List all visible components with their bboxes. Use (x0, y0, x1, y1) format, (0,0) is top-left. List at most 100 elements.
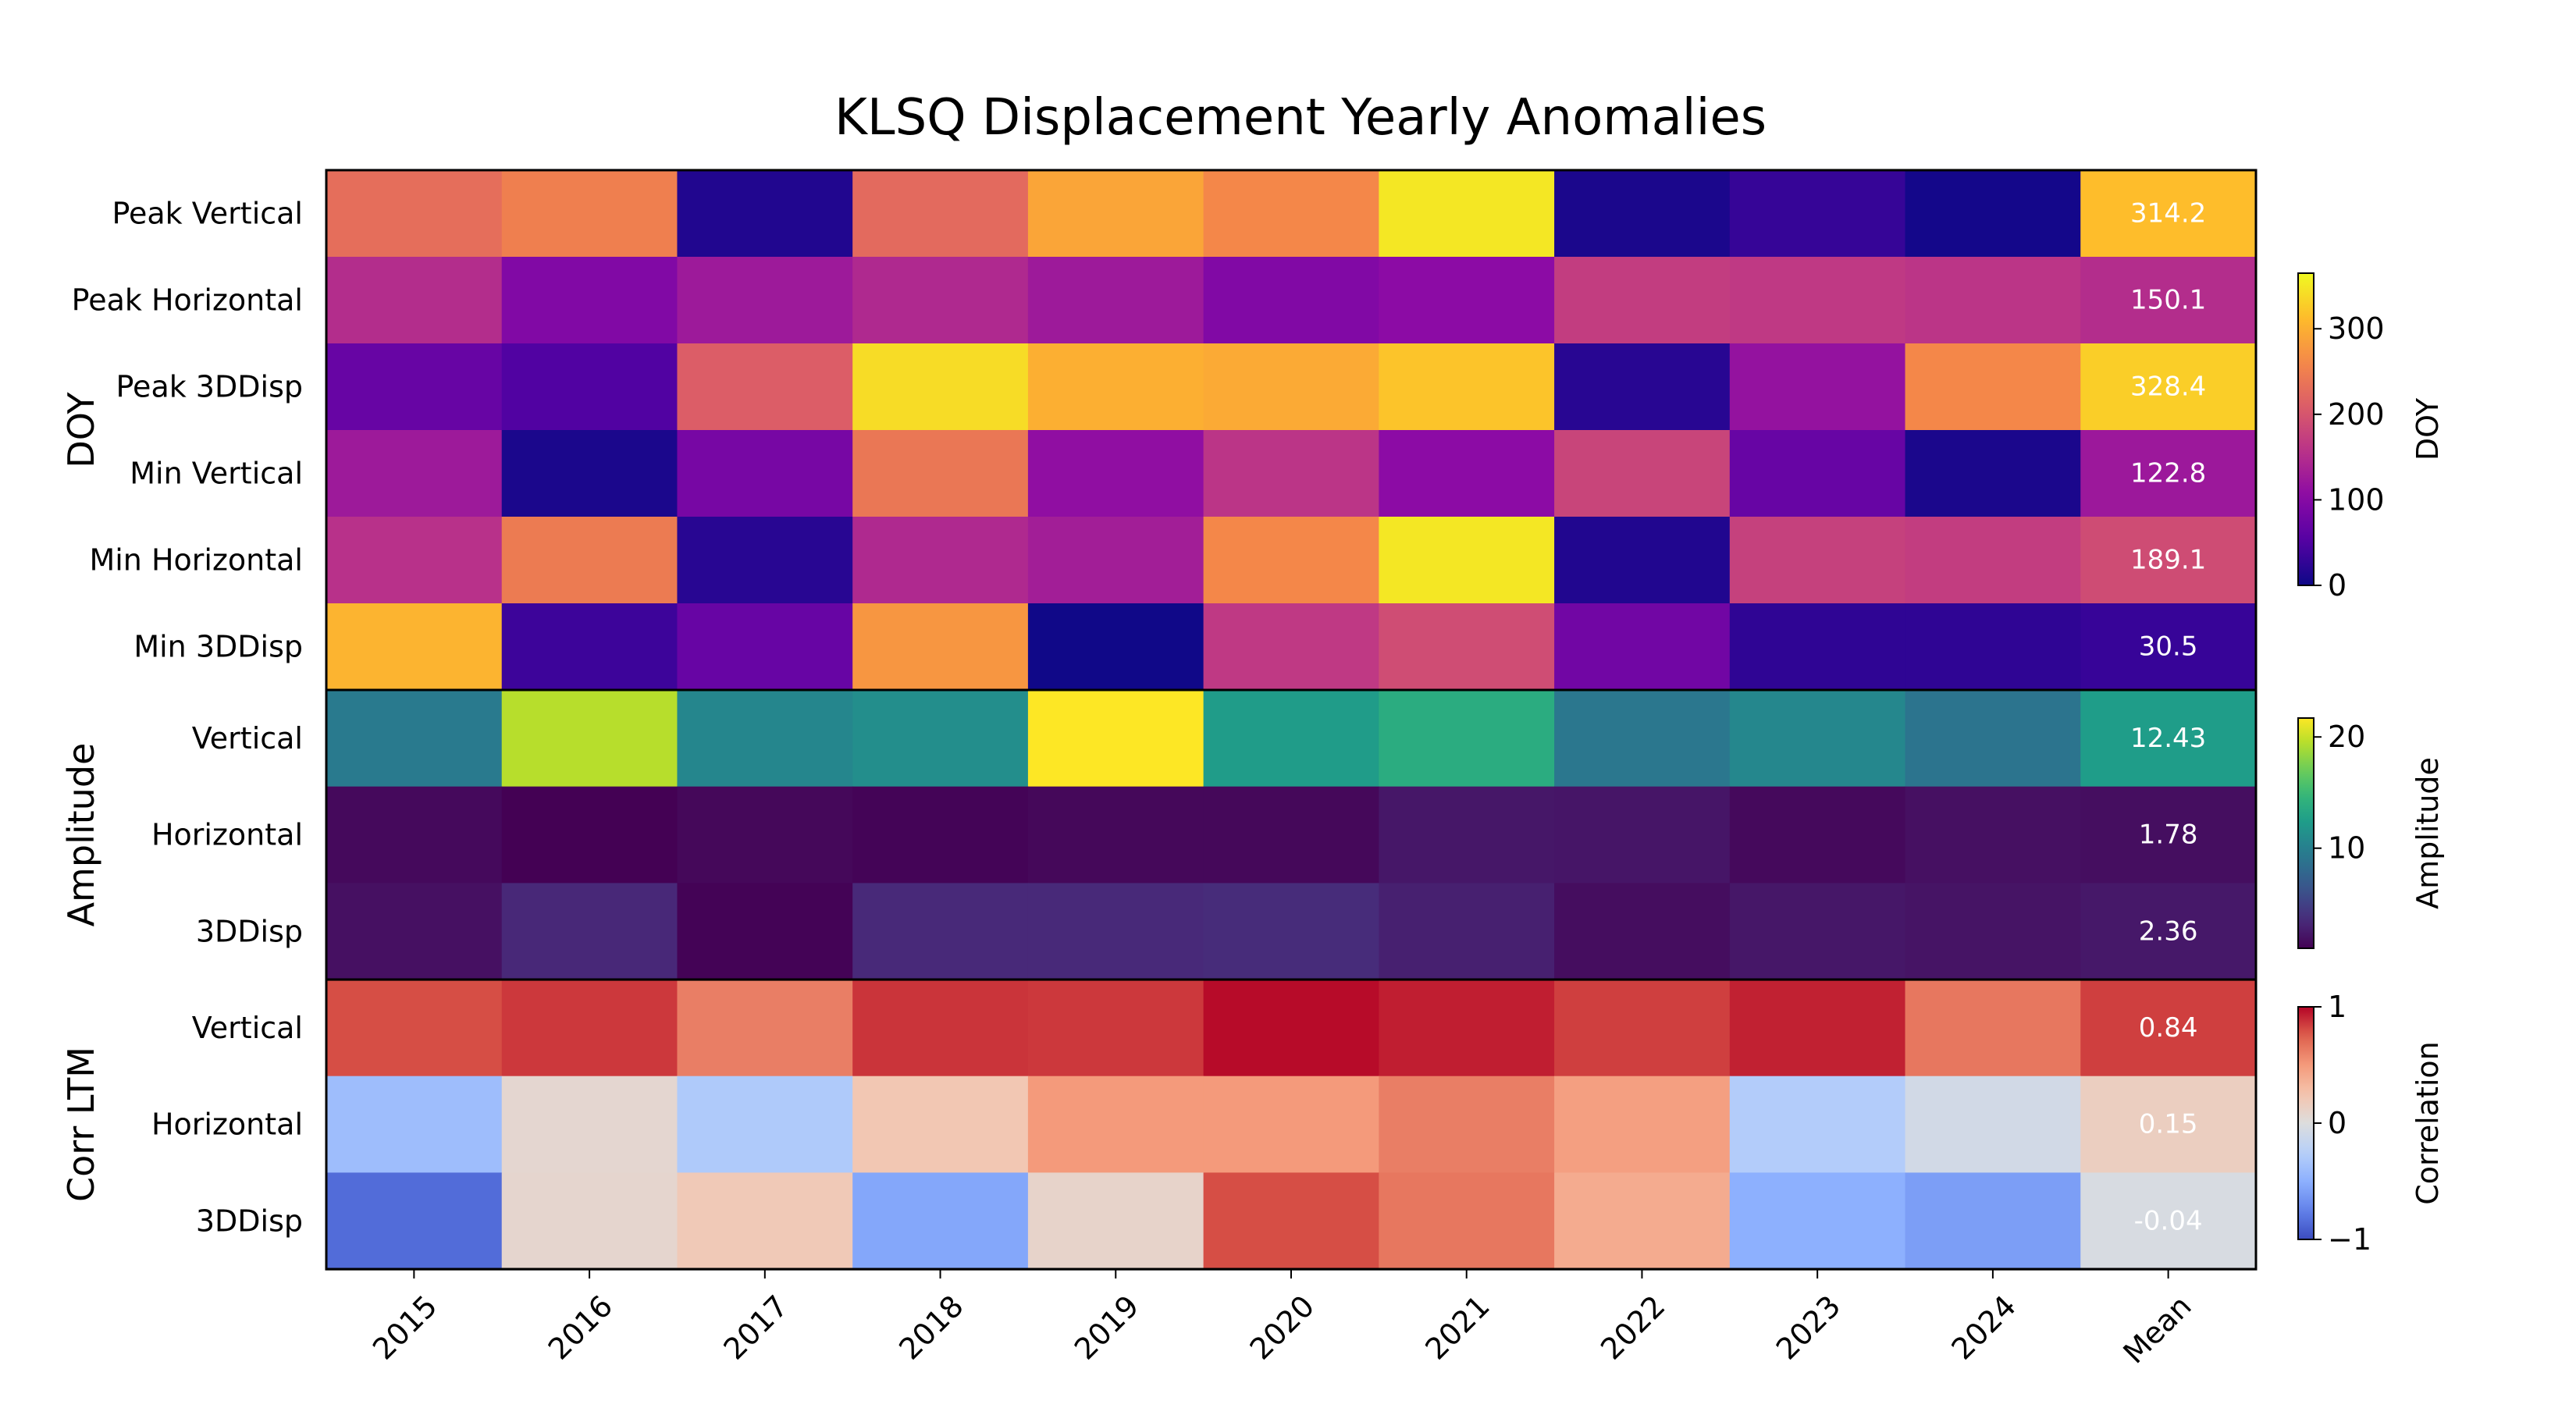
heatmap-cell (1554, 1172, 1731, 1270)
heatmap-cell (2080, 430, 2257, 517)
row-label: Peak Vertical (112, 197, 303, 231)
row-label: Peak 3DDisp (116, 370, 304, 404)
row-label: Horizontal (151, 818, 303, 852)
heatmap-cell (1554, 883, 1731, 980)
heatmap-cell (501, 786, 678, 884)
colorbar-tick-label: 100 (2328, 482, 2385, 517)
heatmap-cell (852, 1172, 1029, 1270)
heatmap-cell (1554, 170, 1731, 258)
heatmap-cell (1203, 1076, 1379, 1173)
colorbar-tick-label: 0 (2328, 1106, 2347, 1140)
heatmap-cell (1203, 690, 1379, 788)
heatmap-cell (326, 603, 503, 691)
colorbar-tick-label: 1 (2328, 990, 2347, 1024)
heatmap-cell (326, 883, 503, 980)
heatmap-cell (326, 980, 503, 1077)
heatmap-cell (677, 603, 853, 691)
heatmap-cell (501, 690, 678, 788)
heatmap-cell (1379, 517, 1555, 604)
heatmap-cell (1203, 170, 1379, 258)
panel-group-label: Amplitude (60, 743, 102, 927)
heatmap-cell (852, 786, 1029, 884)
heatmap-cell (1905, 343, 2081, 431)
heatmap-cell (1554, 980, 1731, 1077)
heatmap-cell (1203, 517, 1379, 604)
heatmap-cell (852, 170, 1029, 258)
colorbar-tick-label: 10 (2328, 831, 2365, 866)
heatmap-cell (677, 517, 853, 604)
heatmap-cell (1379, 690, 1555, 788)
mean-value-label: 2.36 (2139, 916, 2198, 947)
colorbar-label: Amplitude (2411, 757, 2445, 909)
heatmap-cell (326, 170, 503, 258)
mean-value-label: 328.4 (2130, 372, 2206, 403)
heatmap-cell (852, 883, 1029, 980)
heatmap-cell (326, 517, 503, 604)
row-label: Min Vertical (130, 457, 303, 491)
heatmap-cell (852, 257, 1029, 344)
heatmap-cell (1729, 603, 1906, 691)
heatmap-cell (2080, 517, 2257, 604)
row-label: Vertical (192, 721, 303, 756)
heatmap-cell (1203, 603, 1379, 691)
heatmap-cell (1379, 1076, 1555, 1173)
heatmap-cell (2080, 883, 2257, 980)
heatmap-cell (1027, 980, 1204, 1077)
heatmap-cell (852, 690, 1029, 788)
heatmap-cell (1027, 1172, 1204, 1270)
heatmap-cell (326, 1172, 503, 1270)
heatmap-cell (852, 603, 1029, 691)
mean-value-label: 314.2 (2130, 198, 2206, 229)
heatmap-cell (501, 430, 678, 517)
mean-value-label: 1.78 (2139, 820, 2198, 851)
heatmap-cell (1203, 786, 1379, 884)
heatmap-cell (1027, 257, 1204, 344)
heatmap-cell (1379, 1172, 1555, 1270)
heatmap-cell (1027, 170, 1204, 258)
heatmap-cell (1554, 343, 1731, 431)
heatmap-cell (1905, 1172, 2081, 1270)
heatmap-cell (1203, 343, 1379, 431)
heatmap-cell (1905, 517, 2081, 604)
heatmap-cell (326, 343, 503, 431)
panel-group-label: Corr LTM (60, 1047, 102, 1202)
heatmap-cell (1905, 1076, 2081, 1173)
heatmap-cell (501, 170, 678, 258)
mean-value-label: 12.43 (2130, 723, 2206, 754)
heatmap-cell (1027, 1076, 1204, 1173)
heatmap-cell (1203, 430, 1379, 517)
heatmap-cell (501, 603, 678, 691)
heatmap-cell (1905, 690, 2081, 788)
mean-value-label: 30.5 (2139, 631, 2198, 663)
heatmap-cell (1379, 603, 1555, 691)
heatmap-cell (1027, 786, 1204, 884)
mean-value-label: 0.15 (2139, 1109, 2198, 1140)
heatmap-cell (501, 517, 678, 604)
heatmap-cell (677, 690, 853, 788)
heatmap-cell (1203, 257, 1379, 344)
heatmap-cell (1203, 1172, 1379, 1270)
heatmap-cell (1027, 343, 1204, 431)
heatmap-cell (677, 883, 853, 980)
heatmap-cell (1554, 603, 1731, 691)
heatmap-cell (2080, 257, 2257, 344)
row-label: 3DDisp (196, 914, 303, 948)
row-label: Vertical (192, 1011, 303, 1045)
colorbar-tick-label: 300 (2328, 311, 2385, 346)
heatmap-cell (501, 343, 678, 431)
mean-value-label: 150.1 (2130, 285, 2206, 316)
colorbar (2297, 717, 2314, 949)
heatmap-cell (1554, 1076, 1731, 1173)
heatmap-cell (1905, 883, 2081, 980)
heatmap-cell (1905, 980, 2081, 1077)
heatmap-cell (1027, 690, 1204, 788)
chart-title: KLSQ Displacement Yearly Anomalies (834, 89, 1767, 147)
heatmap-cell (677, 980, 853, 1077)
heatmap-cell (326, 430, 503, 517)
mean-value-label: -0.04 (2134, 1205, 2203, 1236)
heatmap-cell (1554, 517, 1731, 604)
colorbar (2297, 272, 2314, 586)
colorbar-tick-label: 0 (2328, 568, 2347, 603)
heatmap-cell (1027, 430, 1204, 517)
